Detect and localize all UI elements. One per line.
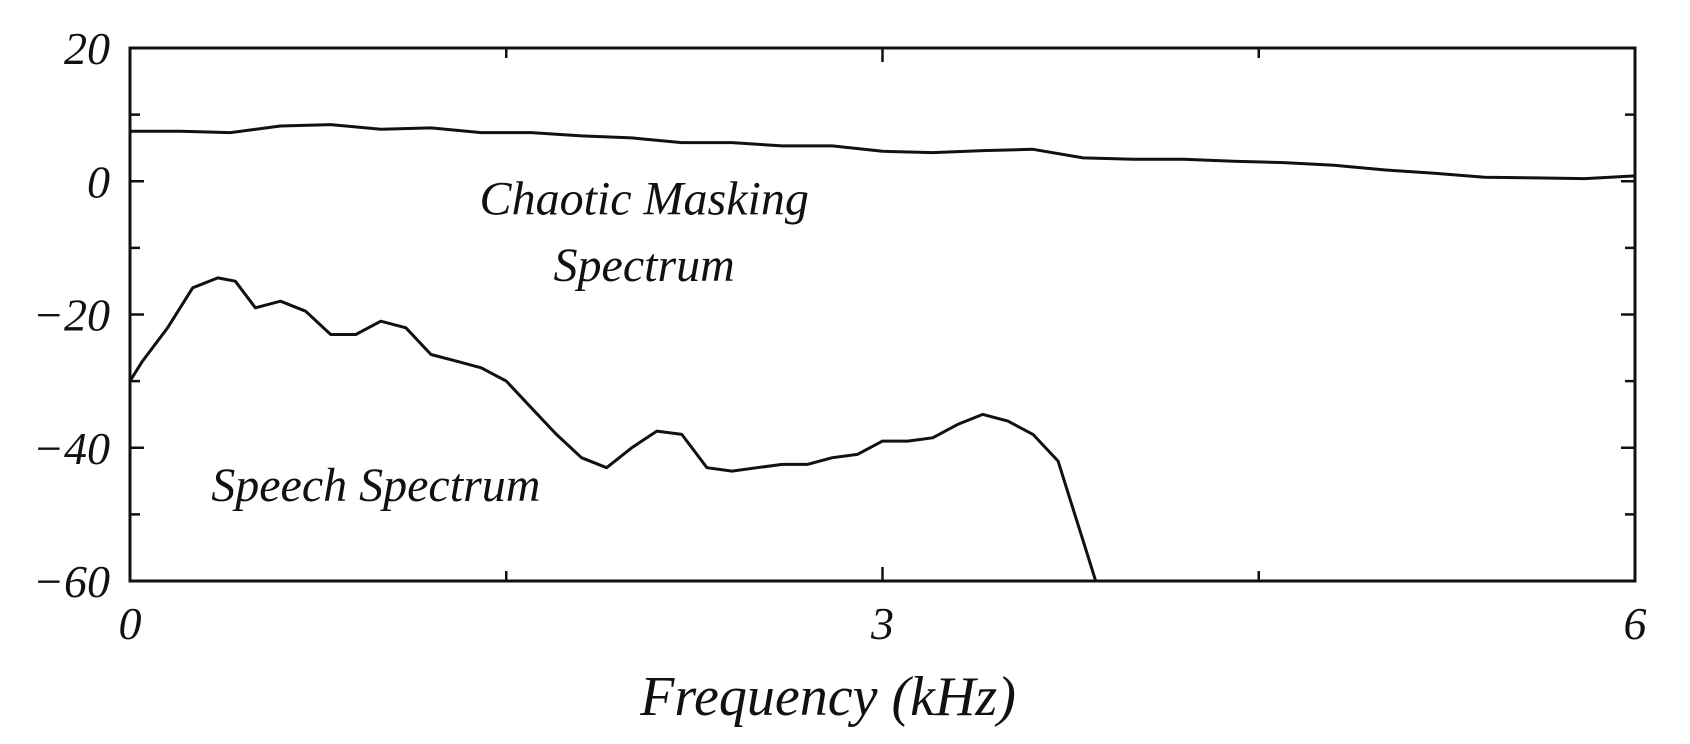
annotation-0: Chaotic Masking: [480, 173, 809, 226]
x-axis-label: Frequency (kHz): [639, 666, 1016, 728]
series-line-0: [128, 123, 1637, 181]
annotations: Chaotic Masking Spectrum Speech Spectrum: [211, 173, 809, 512]
y-tick-label-1: 0: [87, 156, 110, 207]
series-line-1: [128, 276, 1098, 583]
plot-frame: [128, 46, 1637, 583]
annotation-2: Speech Spectrum: [211, 459, 540, 512]
y-tick-label-0: 20: [64, 23, 110, 74]
tick-labels: 200−20−40−600 3 6: [33, 23, 1647, 649]
x-tick-label-0: 0: [119, 598, 142, 649]
y-tick-label-4: −60: [33, 556, 110, 607]
y-tick-label-2: −20: [33, 290, 110, 341]
x-tick-label-1: 3: [870, 598, 894, 649]
annotation-1: Spectrum: [554, 239, 735, 292]
series-layer: [128, 123, 1637, 583]
y-tick-label-3: −40: [33, 423, 110, 474]
x-tick-label-2: 6: [1624, 598, 1647, 649]
